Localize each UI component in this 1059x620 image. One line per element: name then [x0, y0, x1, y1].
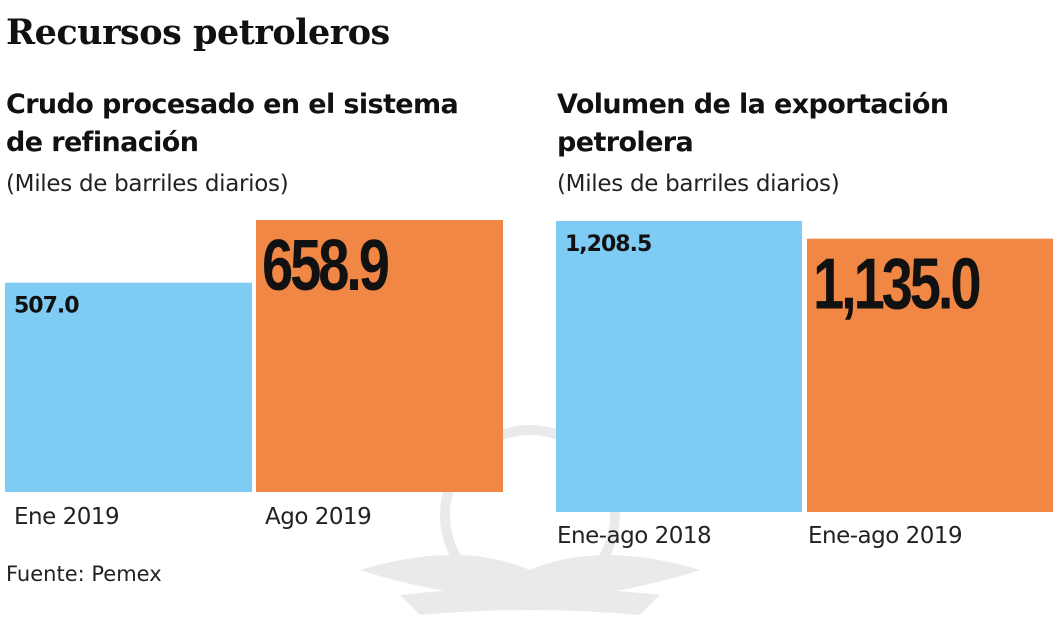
chart-1-category-label-2: Ago 2019 [265, 504, 371, 530]
chart-1-bar-1 [5, 282, 252, 492]
chart-2-title-line-1: Volumen de la exportación [557, 89, 949, 120]
chart-1-bar-2 [256, 220, 503, 492]
chart-1-title: Crudo procesado en el sistema de refinac… [6, 86, 459, 162]
page-title: Recursos petroleros [6, 12, 390, 53]
chart-1-value-label-2: 658.9 [262, 225, 388, 305]
chart-2-bar-2 [807, 238, 1053, 513]
chart-2-value-label-2: 1,135.0 [813, 244, 980, 324]
chart-2-category-label-1: Ene-ago 2018 [557, 523, 711, 549]
chart-1-value-label-1: 507.0 [14, 294, 79, 319]
chart-1-category-label-1: Ene 2019 [14, 504, 119, 530]
source-note: Fuente: Pemex [6, 562, 162, 586]
chart-1-title-line-2: de refinación [6, 127, 199, 158]
chart-2-value-label-1: 1,208.5 [565, 232, 651, 257]
chart-2-title: Volumen de la exportación petrolera [557, 86, 949, 162]
chart-2-category-label-2: Ene-ago 2019 [808, 523, 962, 549]
chart-2-bar-1 [556, 221, 802, 512]
chart-1-title-line-1: Crudo procesado en el sistema [6, 89, 459, 120]
chart-2-units: (Miles de barriles diarios) [557, 171, 840, 197]
chart-2-title-line-2: petrolera [557, 127, 694, 158]
chart-1-units: (Miles de barriles diarios) [6, 171, 289, 197]
